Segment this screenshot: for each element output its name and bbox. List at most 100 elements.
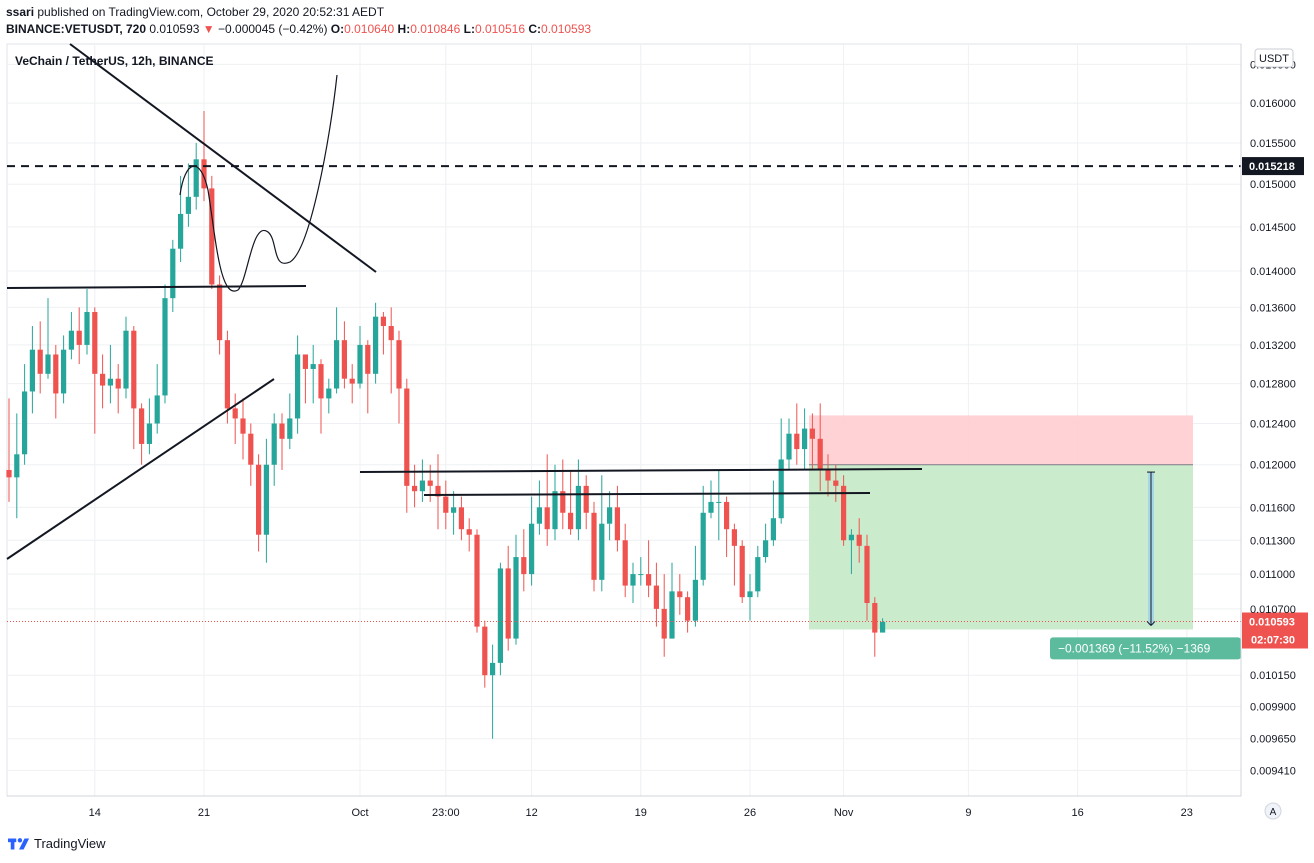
currency-label: USDT	[1259, 53, 1289, 65]
candle-body	[809, 428, 815, 439]
y-tick-label: 0.015500	[1250, 138, 1296, 150]
candle-body	[295, 354, 301, 419]
open-label: O:	[330, 22, 345, 36]
candle-body	[37, 349, 43, 374]
candle-body	[731, 529, 737, 546]
measure-arrow-icon	[1146, 621, 1156, 627]
level-price-box	[1242, 157, 1304, 176]
candle-body	[341, 340, 347, 379]
x-tick-label: 12	[525, 807, 537, 819]
y-tick-label: 0.014000	[1250, 266, 1296, 278]
candle-body	[786, 433, 792, 460]
y-tick-label: 0.009900	[1250, 702, 1296, 714]
change-arrow-icon: ▼	[202, 22, 215, 36]
candle-body	[724, 501, 730, 530]
candle-body	[154, 395, 160, 424]
position-zones[interactable]	[809, 415, 1193, 630]
descending-trendline[interactable]	[69, 43, 377, 273]
candle-body	[466, 529, 472, 535]
auto-scale-button[interactable]	[1264, 802, 1282, 820]
candle-body	[123, 330, 129, 389]
take-profit-zone[interactable]	[809, 464, 1193, 630]
candle-body	[443, 496, 449, 513]
candle-body	[107, 378, 113, 386]
candle-body	[474, 534, 480, 627]
candle-body	[825, 469, 831, 481]
candle-body	[139, 408, 145, 444]
candle-body	[373, 316, 379, 374]
stop-loss-zone[interactable]	[809, 415, 1193, 465]
candle-body	[302, 354, 308, 369]
close-label: C:	[528, 22, 542, 36]
footer-brand[interactable]: TradingView	[8, 836, 106, 851]
candle-body	[599, 523, 605, 580]
candle-body	[755, 557, 761, 592]
candle-body	[193, 159, 199, 197]
resistance-line-lower[interactable]	[423, 492, 871, 496]
candle-body	[427, 480, 433, 486]
candle-body	[162, 298, 168, 396]
candle-body	[856, 534, 862, 546]
currency-box[interactable]	[1254, 48, 1294, 68]
y-tick-label: 0.012400	[1250, 419, 1296, 431]
high-value: 0.010846	[410, 22, 461, 36]
y-tick-label: 0.013600	[1250, 302, 1296, 314]
resistance-line-upper[interactable]	[359, 468, 923, 473]
candle-body	[201, 159, 207, 189]
candle-body	[209, 188, 215, 285]
candle-body	[568, 512, 574, 530]
candle-body	[872, 603, 878, 633]
symbol-line: BINANCE:VETUSDT, 720	[6, 22, 147, 36]
countdown-label: 02:07:30	[1251, 634, 1295, 646]
candle-body	[412, 485, 418, 492]
candle-body	[607, 507, 613, 524]
price-axis[interactable]: 0.0165000.0160000.0155000.0150000.014500…	[1240, 44, 1296, 796]
y-tick-label: 0.011300	[1250, 535, 1295, 547]
candle-body	[638, 574, 644, 576]
last-price: 0.010593	[149, 22, 200, 36]
author-name[interactable]: ssari	[6, 5, 35, 19]
candle-body	[53, 354, 59, 394]
x-tick-label: 21	[198, 807, 210, 819]
candle-body	[575, 485, 581, 530]
y-tick-label: 0.009650	[1250, 734, 1296, 746]
candle-body	[560, 491, 566, 513]
candle-body	[100, 373, 106, 386]
candle-body	[708, 501, 714, 513]
y-tick-label: 0.011600	[1250, 502, 1295, 514]
x-tick-label: 23:00	[432, 807, 460, 819]
candle-body	[310, 364, 316, 369]
candle-body	[256, 464, 262, 535]
candle-body	[279, 423, 285, 439]
measure-label: −0.001369 (−11.52%) −1369	[1058, 641, 1211, 655]
y-tick-label: 0.013200	[1250, 340, 1296, 352]
candle-body	[115, 378, 121, 389]
candle-body	[185, 196, 191, 214]
candle-body	[419, 480, 425, 492]
candle-body	[380, 316, 386, 327]
time-axis[interactable]: 14 21 Oct 23:00 12 19 26 Nov 9 16 23	[7, 795, 1241, 819]
candle-body	[92, 312, 98, 374]
last-price-label: 0.010593	[1249, 616, 1295, 628]
ascending-trendline[interactable]	[6, 378, 275, 560]
candle-body	[630, 574, 636, 586]
high-label: H:	[397, 22, 411, 36]
candle-body	[334, 340, 340, 389]
x-tick-label: 23	[1181, 807, 1193, 819]
change-value: −0.000045 (−0.42%)	[218, 22, 328, 36]
candle-body	[880, 621, 886, 633]
open-value: 0.010640	[344, 22, 395, 36]
candle-body	[263, 464, 269, 535]
candle-body	[365, 344, 371, 374]
candle-body	[68, 330, 74, 350]
y-tick-label: 0.012000	[1250, 460, 1296, 472]
candle-body	[833, 480, 839, 486]
trend-drawings[interactable]	[6, 43, 1241, 560]
candle-body	[646, 574, 652, 586]
candle-body	[240, 418, 246, 434]
candle-body	[435, 485, 441, 497]
support-line-upper-left[interactable]	[6, 285, 307, 289]
projected-path-curve[interactable]	[179, 74, 338, 292]
candle-body	[357, 344, 363, 384]
